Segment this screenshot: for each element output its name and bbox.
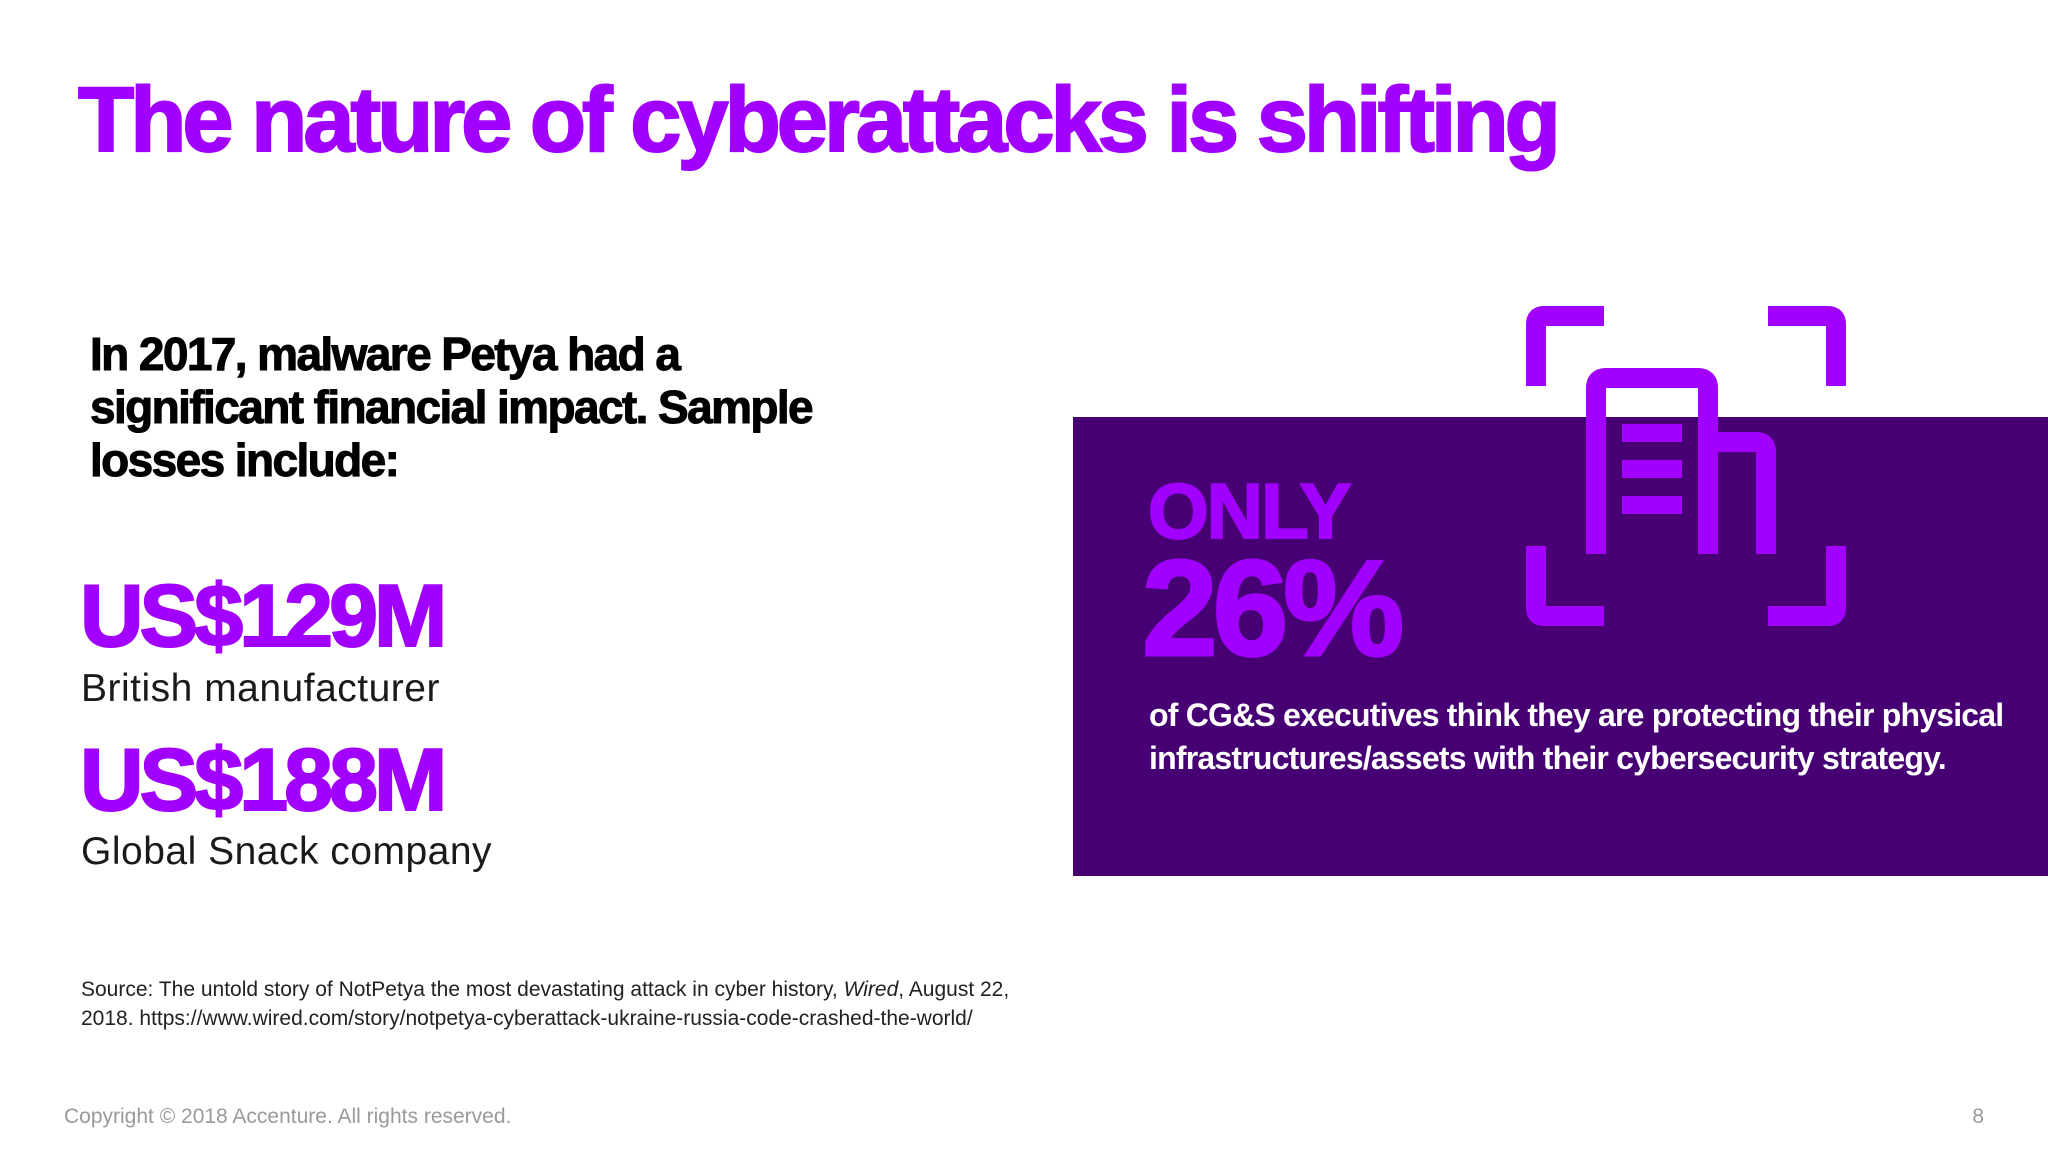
- intro-text: In 2017, malware Petya had a significant…: [90, 328, 815, 487]
- building-tall: [1586, 368, 1718, 554]
- source-publication: Wired: [843, 978, 899, 1001]
- window-2: [1622, 460, 1682, 478]
- loss-value-global-snack-company: US$188M: [79, 730, 448, 829]
- window-1: [1622, 424, 1682, 442]
- source-suffix: , August 22, 2018. https://www.wired.com…: [81, 978, 1010, 1030]
- page-number: 8: [1972, 1105, 1984, 1128]
- loss-label-british-manufacturer: British manufacturer: [81, 667, 440, 710]
- stat-percent: 26%: [1140, 532, 1405, 684]
- building-short: [1708, 432, 1776, 554]
- footer-copyright: Copyright © 2018 Accenture. All rights r…: [64, 1105, 512, 1128]
- frame-corner-top-left: [1526, 306, 1604, 386]
- loss-value-british-manufacturer: US$129M: [79, 566, 448, 665]
- source-citation: Source: The untold story of NotPetya the…: [81, 975, 1041, 1033]
- stat-panel: [1073, 417, 2048, 876]
- source-prefix: Source: The untold story of NotPetya the…: [81, 978, 844, 1001]
- loss-label-global-snack-company: Global Snack company: [81, 830, 493, 873]
- stat-qualifier: ONLY: [1147, 467, 1353, 555]
- frame-corner-bottom-left: [1526, 546, 1604, 626]
- window-3: [1622, 496, 1682, 514]
- stat-description: of CG&S executives think they are protec…: [1149, 697, 2004, 776]
- slide-title: The nature of cyberattacks is shifting: [77, 68, 1562, 171]
- frame-corner-bottom-right: [1768, 546, 1846, 626]
- frame-corner-top-right: [1768, 306, 1846, 386]
- building-scan-icon: [1526, 306, 1846, 626]
